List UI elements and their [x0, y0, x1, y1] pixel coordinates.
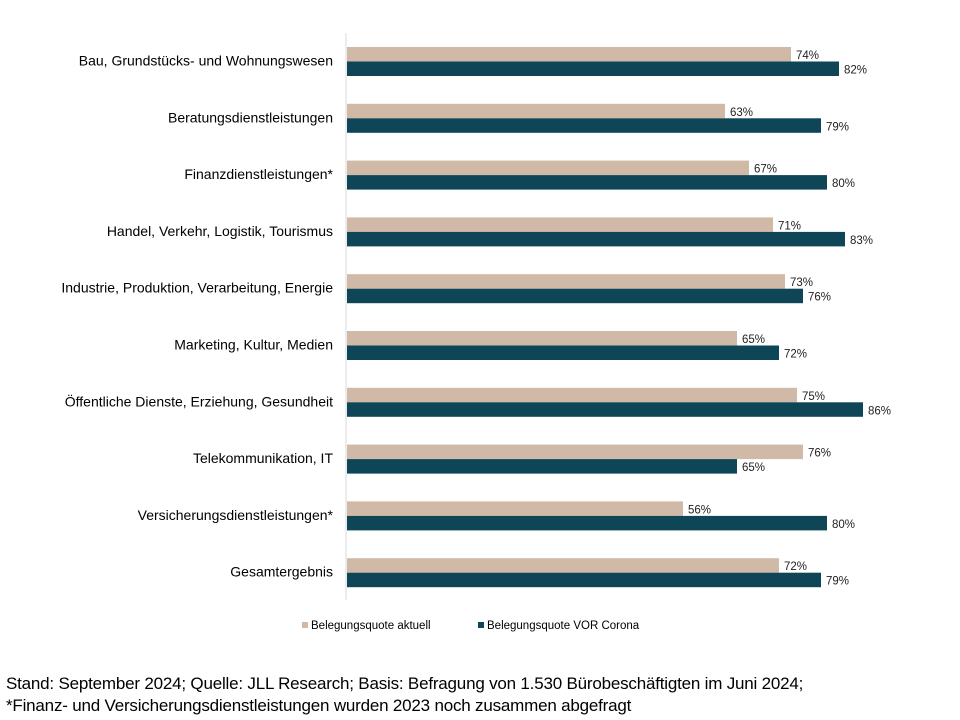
bar-aktuell: [347, 444, 803, 460]
category-label: Öffentliche Dienste, Erziehung, Gesundhe…: [65, 392, 333, 409]
category-label: Marketing, Kultur, Medien: [174, 337, 333, 353]
data-labels: 74% 82% 63% 79% 67% 80% 71% 83% 73% 76% 65% 72% 75% 8…: [688, 50, 891, 588]
bar-vor-corona: [347, 402, 863, 417]
data-label-aktuell: 76%: [808, 448, 831, 460]
bar-vor-corona: [347, 288, 803, 304]
bar-aktuell: [347, 47, 791, 62]
data-label-vor-corona: 79%: [826, 121, 849, 133]
legend-item-vor-corona: Belegungsquote VOR Corona: [487, 620, 640, 632]
legend: Belegungsquote aktuell Belegungsquote VOR…: [302, 620, 640, 632]
bar-chart: Bau, Grundstücks- und Wohnungswesen Berat…: [61, 33, 891, 632]
bar-aktuell: [347, 501, 683, 516]
bar-aktuell: [347, 387, 797, 403]
data-label-aktuell: 63%: [730, 107, 753, 119]
category-label: Beratungsdienstleistungen: [168, 109, 333, 125]
bar-vor-corona: [347, 515, 827, 531]
bar-vor-corona: [347, 572, 821, 588]
legend-item-aktuell: Belegungsquote aktuell: [311, 620, 431, 632]
category-label: Gesamtergebnis: [230, 564, 333, 580]
category-label: Finanzdienstleistungen*: [184, 166, 333, 182]
bar-aktuell: [347, 331, 737, 346]
category-label: Versicherungsdienstleistungen*: [138, 507, 334, 523]
bar-vor-corona: [347, 231, 845, 247]
bar-vor-corona: [347, 175, 827, 190]
data-label-vor-corona: 82%: [844, 65, 867, 77]
category-label: Telekommunikation, IT: [193, 450, 334, 466]
bar-aktuell: [347, 217, 773, 232]
bar-aktuell: [347, 160, 749, 176]
data-label-aktuell: 75%: [802, 391, 825, 403]
legend-swatch: [302, 622, 308, 628]
category-label: Handel, Verkehr, Logistik, Tourismus: [107, 223, 333, 239]
data-label-vor-corona: 80%: [832, 519, 855, 531]
data-label-vor-corona: 65%: [742, 462, 765, 474]
footnote-survey-note: *Finanz- und Versicherungsdienstleistung…: [6, 696, 632, 715]
data-label-vor-corona: 80%: [832, 178, 855, 190]
data-label-aktuell: 72%: [784, 561, 807, 573]
data-label-vor-corona: 76%: [808, 292, 831, 304]
data-label-aktuell: 71%: [778, 220, 801, 232]
data-label-aktuell: 74%: [796, 50, 819, 62]
bar-vor-corona: [347, 459, 737, 474]
data-label-vor-corona: 86%: [868, 405, 891, 417]
category-label: Industrie, Produktion, Verarbeitung, Ene…: [61, 280, 333, 296]
data-label-aktuell: 56%: [688, 504, 711, 516]
bar-aktuell: [347, 274, 785, 289]
footnote-source: Stand: September 2024; Quelle: JLL Resea…: [6, 674, 804, 693]
category-labels: Bau, Grundstücks- und Wohnungswesen Berat…: [61, 53, 333, 580]
data-label-vor-corona: 83%: [850, 235, 873, 247]
bar-vor-corona: [347, 61, 839, 76]
bar-vor-corona: [347, 345, 779, 360]
data-label-vor-corona: 79%: [826, 576, 849, 588]
data-label-aktuell: 67%: [754, 164, 777, 176]
legend-swatch: [478, 622, 484, 628]
data-label-aktuell: 65%: [742, 334, 765, 346]
data-label-aktuell: 73%: [790, 277, 813, 289]
category-label: Bau, Grundstücks- und Wohnungswesen: [79, 53, 333, 69]
bar-aktuell: [347, 558, 779, 573]
bar-group: [347, 47, 863, 588]
bar-vor-corona: [347, 118, 821, 133]
bar-aktuell: [347, 103, 725, 119]
data-label-vor-corona: 72%: [784, 349, 807, 361]
